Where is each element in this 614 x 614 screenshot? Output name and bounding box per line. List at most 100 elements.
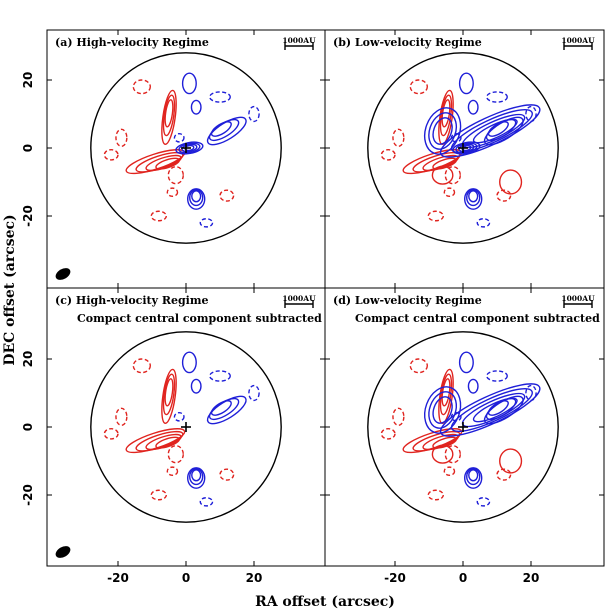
panel-frame <box>324 29 605 289</box>
panel-title: (c) High-velocity Regime <box>55 294 209 307</box>
negative-contour <box>173 133 185 143</box>
negative-contour <box>199 218 214 228</box>
red-arm-contour <box>164 378 174 407</box>
negative-contour <box>476 497 491 507</box>
blue-south-contour <box>466 468 481 486</box>
panel-title: (b) Low-velocity Regime <box>333 36 482 49</box>
primary-beam-circle <box>367 331 559 523</box>
blue-south-contour <box>464 467 483 489</box>
scalebar-label: 1000AU <box>282 294 316 303</box>
blue-wing-contour <box>472 397 518 423</box>
panel-2: (b) Low-velocity Regime 1000AU <box>325 30 604 288</box>
x-tick-label: -20 <box>384 571 406 585</box>
red-arm-contour <box>162 373 176 416</box>
negative-contour <box>496 468 512 481</box>
blue-south-contour <box>186 188 206 210</box>
blue-wing-contour <box>450 109 533 153</box>
panel-3: (c) High-velocity Regime Compact central … <box>47 288 325 566</box>
negative-contour <box>103 427 119 440</box>
x-tick-label: -20 <box>107 571 129 585</box>
panel-title: (d) Low-velocity Regime <box>333 294 482 307</box>
blue-knot-contour <box>467 378 479 394</box>
negative-contour <box>132 79 152 95</box>
red-arm-contour <box>161 89 177 146</box>
negative-contour <box>173 412 185 422</box>
x-axis-label: RA offset (arcsec) <box>255 594 395 610</box>
blue-knot-contour <box>181 351 197 374</box>
negative-contour <box>444 165 461 185</box>
negative-contour <box>115 407 128 426</box>
negative-contour <box>450 412 462 422</box>
x-tick-label: 20 <box>523 571 540 585</box>
red-blob-contour <box>431 444 454 464</box>
blue-knot-contour <box>467 99 479 115</box>
blue-west-contour <box>423 107 462 155</box>
red-arm-contour <box>439 373 453 416</box>
red-lobe-contour <box>155 157 181 170</box>
negative-contour <box>248 384 260 402</box>
y-axis-label: DEC offset (arcsec) <box>2 214 18 365</box>
axis-text: 20 0 -20 20 0 -20 -20 0 20 -20 0 20 RA offset (arcse… <box>2 72 539 610</box>
panel-frame <box>46 29 326 289</box>
blue-wing-contour <box>450 388 533 432</box>
scalebar-label: 1000AU <box>282 36 316 45</box>
y-tick-label: 0 <box>21 423 35 431</box>
negative-contour <box>167 445 184 464</box>
blue-knot-contour <box>458 351 474 374</box>
negative-contour <box>427 210 444 222</box>
negative-contour <box>392 128 405 148</box>
negative-contour <box>427 489 444 501</box>
negative-contour <box>496 189 512 202</box>
blue-jet-contour <box>210 400 232 416</box>
red-arm-contour <box>161 368 177 425</box>
blue-west-contour <box>428 112 458 150</box>
central-contour <box>175 141 204 155</box>
blue-jet-contour <box>487 400 509 416</box>
panel-title: (a) High-velocity Regime <box>55 36 209 49</box>
negative-contour <box>444 445 461 464</box>
negative-contour <box>525 105 537 123</box>
panel-plot-area <box>90 52 282 244</box>
negative-contour <box>450 133 462 143</box>
blue-south-contour <box>189 189 204 207</box>
blue-jet-contour <box>487 121 509 137</box>
blue-knot-contour <box>181 72 197 95</box>
red-blob-contour <box>431 165 454 185</box>
negative-contour <box>150 489 167 501</box>
blue-south-contour <box>191 469 202 482</box>
negative-contour <box>219 189 235 202</box>
blue-jet-contour <box>208 397 240 421</box>
blue-south-contour <box>189 468 204 486</box>
negative-contour <box>219 468 235 481</box>
negative-contour <box>199 497 214 507</box>
y-tick-label: -20 <box>21 484 35 506</box>
panel-subtitle: Compact central component subtracted <box>355 312 600 325</box>
primary-beam-circle <box>90 52 282 244</box>
negative-contour <box>150 210 167 222</box>
panel-plot-area <box>90 331 282 523</box>
negative-contour <box>132 358 152 374</box>
negative-contour <box>167 165 184 185</box>
y-tick-label: 0 <box>21 144 35 152</box>
blue-jet-contour <box>208 118 240 142</box>
negative-contour <box>166 187 179 197</box>
blue-knot-contour <box>190 378 202 394</box>
red-arm-contour <box>439 94 453 137</box>
red-arm-contour <box>162 94 176 137</box>
panel-plot-area <box>367 52 559 244</box>
red-lobe-contour <box>155 436 181 449</box>
blue-south-contour <box>464 188 483 210</box>
panel-contents: (a) High-velocity Regime 1000AU (b) Low-ve… <box>47 30 604 566</box>
scalebar-label: 1000AU <box>561 294 595 303</box>
synthesized-beam <box>55 268 71 280</box>
y-tick-label: 20 <box>21 351 35 368</box>
primary-beam-circle <box>90 331 282 523</box>
blue-south-contour <box>468 190 479 203</box>
panel-plot-area <box>367 331 559 523</box>
x-tick-label: 0 <box>459 571 467 585</box>
negative-contour <box>209 370 231 382</box>
x-tick-label: 20 <box>246 571 263 585</box>
primary-beam-circle <box>367 52 559 244</box>
blue-south-contour <box>468 469 479 482</box>
